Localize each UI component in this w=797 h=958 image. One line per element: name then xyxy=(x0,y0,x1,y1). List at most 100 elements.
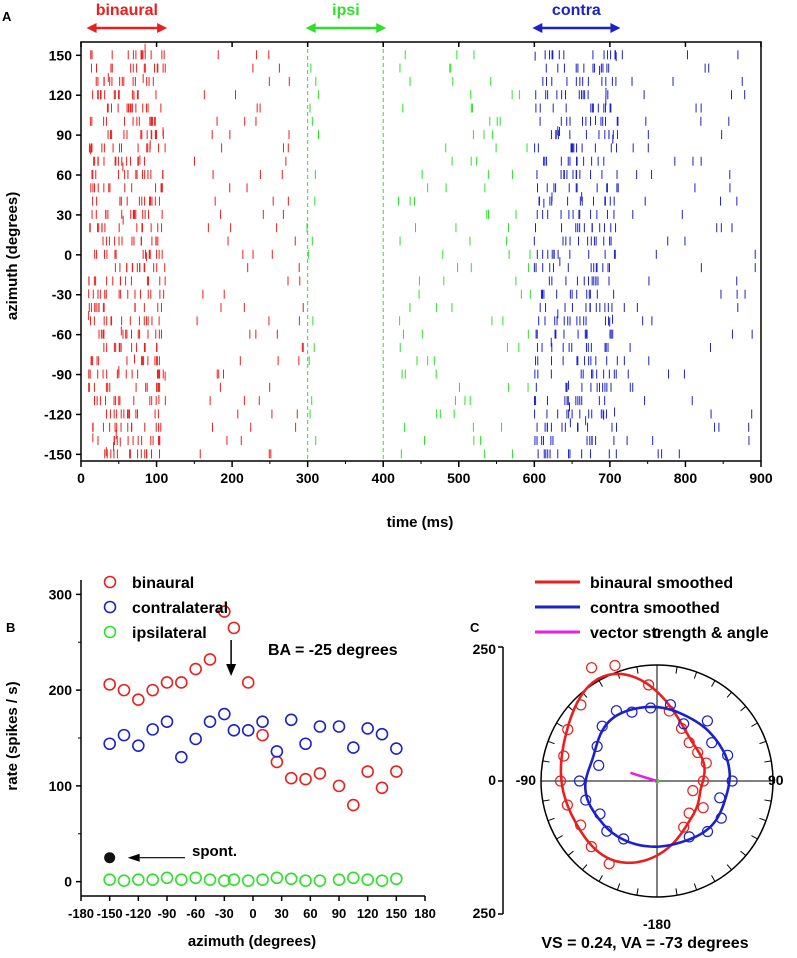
point-ipsilateral xyxy=(189,871,202,885)
x-tick-label: 0 xyxy=(77,470,85,486)
x-tick-label: 100 xyxy=(145,470,169,486)
period-label: ipsi xyxy=(332,2,360,19)
polar-tick xyxy=(693,671,698,679)
polar-point-contra xyxy=(626,706,638,718)
scatter-x-tick-label: 30 xyxy=(274,906,288,921)
scatter-x-tick-label: -150 xyxy=(97,906,123,921)
point-contralateral xyxy=(256,715,269,729)
spont-label: spont. xyxy=(192,843,237,860)
point-contralateral xyxy=(361,722,374,735)
polar-tick xyxy=(542,799,550,802)
y-tick-label: 60 xyxy=(56,167,72,183)
polar-point-contra xyxy=(573,775,586,787)
point-binaural xyxy=(241,676,255,689)
polar-tick xyxy=(556,835,563,840)
y-tick-label: -90 xyxy=(52,367,72,383)
point-binaural xyxy=(160,676,174,689)
point-ipsilateral xyxy=(313,874,327,887)
polar-point-binaural xyxy=(562,723,574,736)
legend-marker-contra xyxy=(103,600,117,614)
y-tick-label: -30 xyxy=(52,287,72,303)
polar-tick xyxy=(740,706,747,712)
point-ipsilateral xyxy=(132,873,145,887)
point-binaural xyxy=(270,755,284,769)
legend-marker-binaural xyxy=(103,575,117,589)
polar-point-binaural xyxy=(585,841,597,853)
point-ipsilateral xyxy=(146,873,159,887)
polar-legend-label: binaural smoothed xyxy=(590,575,733,592)
y-tick-label: 0 xyxy=(64,247,72,263)
polar-point-binaural xyxy=(561,799,573,811)
polar-label-top: 0 xyxy=(653,625,661,641)
point-contralateral xyxy=(175,750,188,764)
polar-point-contra xyxy=(596,720,608,732)
point-contralateral xyxy=(189,732,202,746)
legend-marker-ipsi xyxy=(103,625,117,639)
point-contralateral xyxy=(146,723,159,736)
legend-label: ipsilateral xyxy=(132,625,207,642)
y-tick-label: 120 xyxy=(49,87,73,103)
point-binaural xyxy=(103,678,116,691)
point-ipsilateral xyxy=(227,873,241,887)
polar-tick xyxy=(759,817,767,822)
point-ipsilateral xyxy=(375,874,389,887)
period-arrow-head-left xyxy=(532,23,543,33)
point-contralateral xyxy=(270,745,284,758)
period-arrow-head-right xyxy=(610,23,621,33)
polar-point-contra xyxy=(683,831,695,843)
period-arrow-head-right xyxy=(157,23,168,33)
point-contralateral xyxy=(284,713,298,727)
polar-point-binaural xyxy=(609,659,621,672)
x-tick-label: 900 xyxy=(749,470,773,486)
scatter-x-tick-label: -120 xyxy=(125,906,151,921)
polar-tick xyxy=(547,740,555,745)
polar-point-binaural xyxy=(585,662,598,674)
polar-tick xyxy=(764,760,772,763)
ba-arrow-head xyxy=(226,664,237,676)
period-arrow-ipsi: ipsi xyxy=(305,2,387,33)
scatter-y-tick-label: 200 xyxy=(49,682,73,698)
point-binaural xyxy=(203,653,217,666)
point-binaural xyxy=(284,771,298,785)
polar-tick xyxy=(542,760,550,763)
polar-point-contra xyxy=(594,808,606,820)
polar-tick xyxy=(751,835,758,840)
panel-b-ylabel: rate (spikes / s) xyxy=(4,681,21,790)
y-tick-label: 90 xyxy=(56,127,72,143)
point-binaural xyxy=(299,772,312,786)
ba-annotation: BA = -25 degrees xyxy=(268,642,398,659)
polar-label-bottom: -180 xyxy=(643,916,671,932)
polar-point-contra xyxy=(617,833,630,845)
point-binaural xyxy=(256,728,269,742)
polar-tick xyxy=(582,864,588,871)
polar-tick xyxy=(636,666,639,674)
panel-a-xlabel: time (ms) xyxy=(387,514,454,531)
polar-point-contra xyxy=(701,715,714,727)
point-ipsilateral xyxy=(332,873,346,887)
point-contralateral xyxy=(103,737,116,751)
polar-point-contra xyxy=(706,737,718,749)
point-ipsilateral xyxy=(284,872,298,886)
point-ipsilateral xyxy=(175,873,188,887)
point-contralateral xyxy=(241,724,255,737)
polar-point-contra xyxy=(645,702,657,714)
polar-curve-binaural xyxy=(559,672,706,865)
polar-point-binaural xyxy=(683,807,695,819)
point-ipsilateral xyxy=(256,873,269,887)
scatter-x-tick-label: 120 xyxy=(357,906,379,921)
point-ipsilateral xyxy=(241,874,255,887)
panel-b-label: B xyxy=(6,620,15,635)
point-binaural xyxy=(361,765,374,778)
polar-point-binaural xyxy=(697,802,709,814)
polar-tick xyxy=(636,888,639,896)
panel-c: C 0 -180 -90 90 250 0 250 VS = 0.24, VA … xyxy=(470,575,784,952)
polar-caption: VS = 0.24, VA = -73 degrees xyxy=(541,935,748,952)
scatter-x-tick-label: -180 xyxy=(68,906,94,921)
point-contralateral xyxy=(299,737,312,751)
polar-tick xyxy=(726,864,732,871)
polar-point-binaural xyxy=(697,775,710,787)
scatter-x-tick-label: -60 xyxy=(186,906,205,921)
point-binaural xyxy=(347,798,360,812)
raster-spikes xyxy=(88,42,756,461)
